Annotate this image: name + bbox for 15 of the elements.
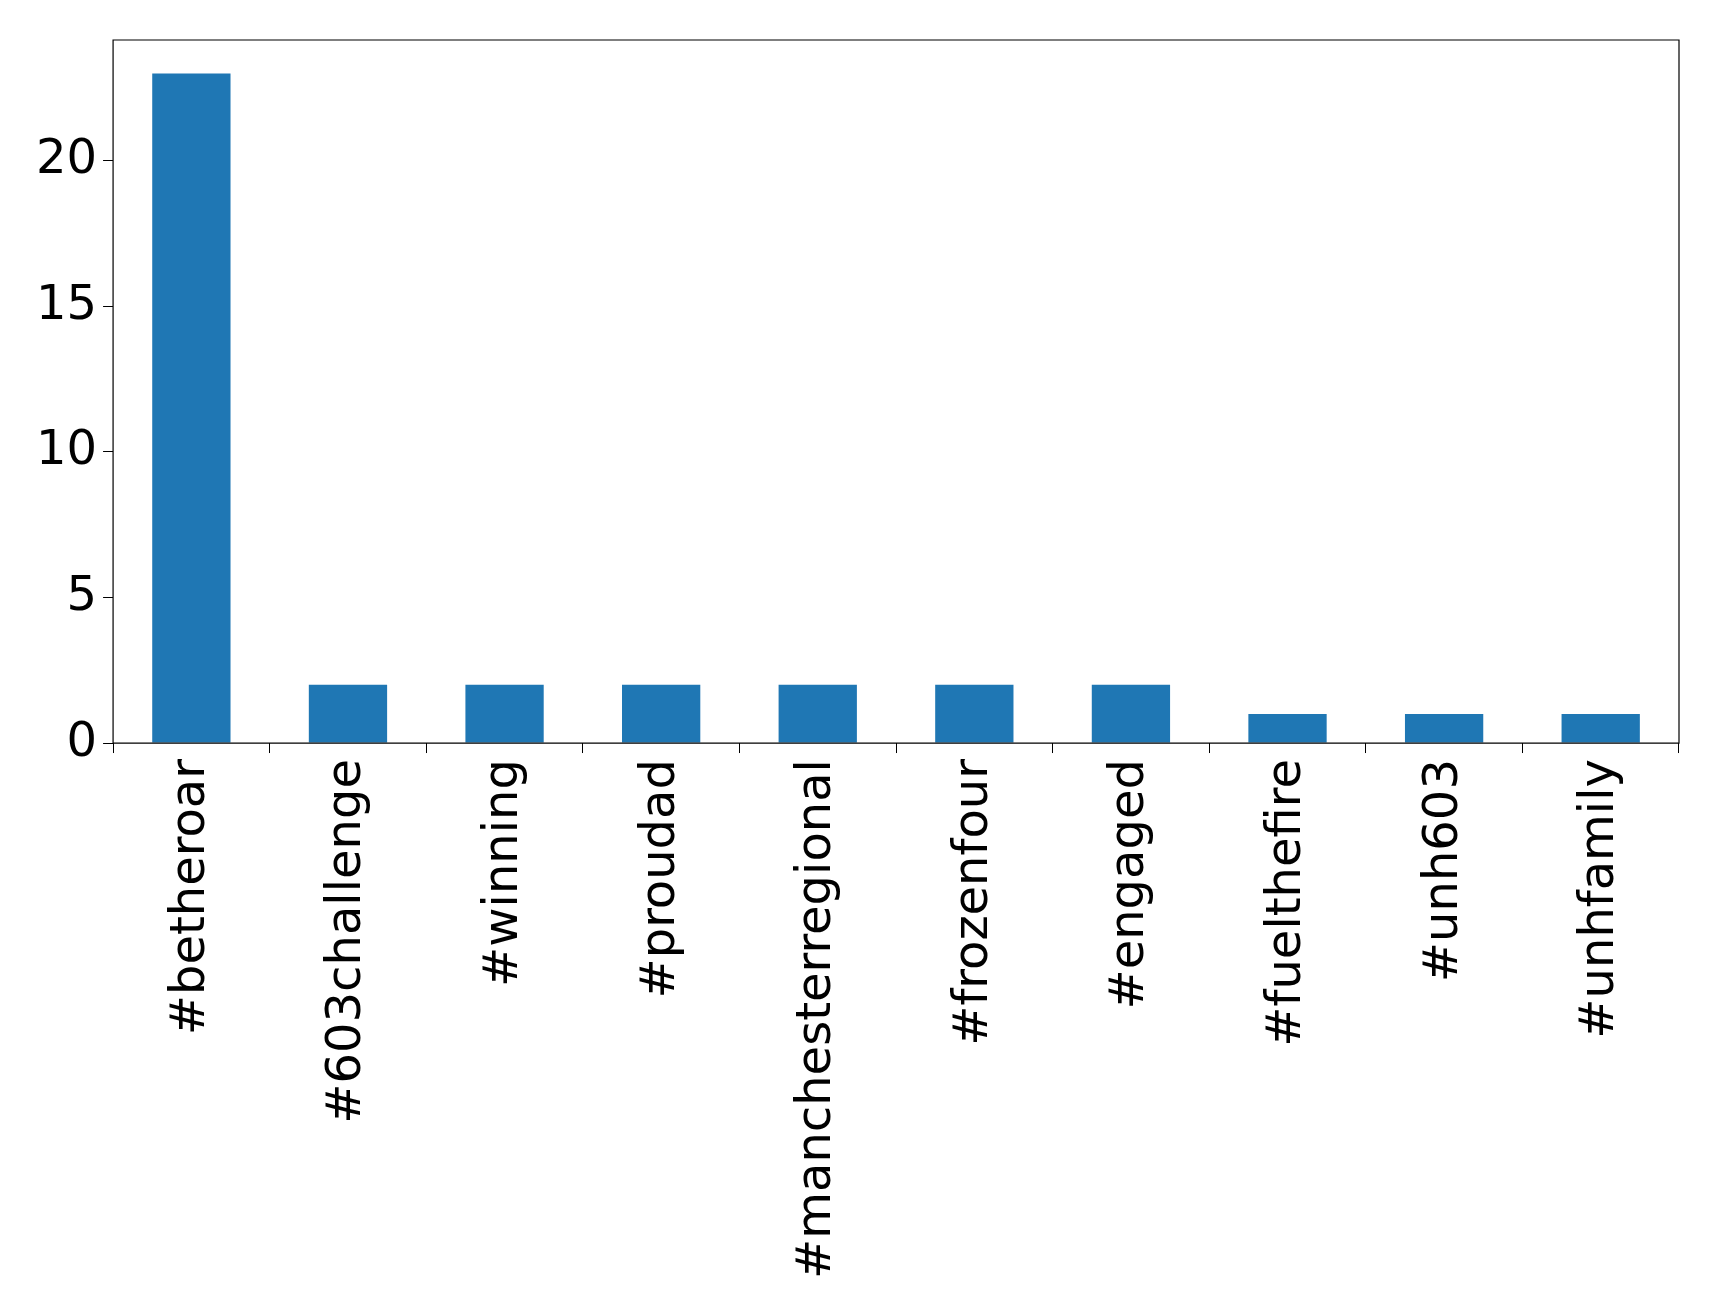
y-tick-label: 20 (36, 128, 98, 185)
y-tick-label: 0 (66, 710, 98, 767)
x-tick-label: #manchesterregional (785, 759, 842, 1280)
x-tick-label: #betheroar (158, 758, 215, 1036)
x-tick-label: #engaged (1098, 759, 1155, 1010)
x-tick-label: #fuelthefire (1254, 759, 1311, 1047)
y-tick-label: 5 (66, 564, 98, 621)
x-tick-label: #proudad (628, 759, 685, 999)
x-tick-label: #winning (472, 759, 529, 987)
x-tick-label: #unhfamily (1568, 759, 1625, 1039)
x-tick-label: #unh603 (1411, 759, 1468, 983)
y-tick-label: 10 (36, 419, 98, 476)
x-tick-label: #frozenfour (941, 758, 998, 1046)
y-tick-label: 15 (36, 273, 98, 330)
x-tick-label: #603challenge (315, 759, 372, 1124)
